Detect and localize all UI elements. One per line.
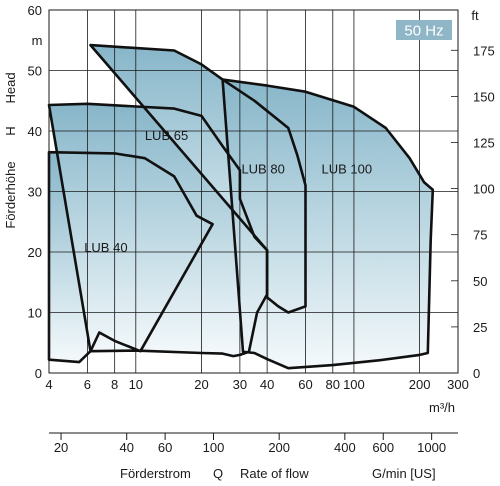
pump-curves: LUB 40 LUB 65 LUB 80 LUB 100 bbox=[47, 43, 435, 370]
label-lub-65: LUB 65 bbox=[145, 128, 188, 143]
curve-lub-80 bbox=[89, 43, 307, 314]
footer-foerderstrom: Förderstrom bbox=[120, 466, 191, 481]
x-tick-60: 60 bbox=[298, 377, 312, 392]
x-tick-300: 300 bbox=[447, 377, 469, 392]
x-tick-200: 200 bbox=[409, 377, 431, 392]
y-right-tick-100: 100 bbox=[473, 182, 495, 197]
sec-tick-200: 200 bbox=[268, 440, 290, 455]
y-left-tick-40: 40 bbox=[28, 124, 42, 139]
y-right-tick-125: 125 bbox=[473, 135, 495, 150]
tick-labels: 4 6 8 10 20 30 40 60 80 100 200 3000102030405060025… bbox=[28, 3, 495, 392]
sec-tick-100: 100 bbox=[203, 440, 225, 455]
sec-tick-600: 600 bbox=[372, 440, 394, 455]
y-left-tick-30: 30 bbox=[28, 185, 42, 200]
label-lub-40: LUB 40 bbox=[84, 240, 127, 255]
footer-q: Q bbox=[213, 466, 223, 481]
label-lub-80: LUB 80 bbox=[241, 161, 284, 176]
label-lub-100: LUB 100 bbox=[321, 161, 372, 176]
y-right-tick-50: 50 bbox=[473, 274, 487, 289]
grid bbox=[49, 10, 458, 373]
x-tick-6: 6 bbox=[84, 377, 91, 392]
y-title-head: Head bbox=[3, 72, 18, 103]
x-tick-80: 80 bbox=[326, 377, 340, 392]
y-right-tick-175: 175 bbox=[473, 43, 495, 58]
y-title-foerderhoehe: Förderhöhe bbox=[3, 161, 18, 228]
y-left-tick-0: 0 bbox=[35, 366, 42, 381]
y-left-unit: m bbox=[32, 33, 43, 48]
x-unit: m³/h bbox=[429, 400, 455, 415]
sec-tick-40: 40 bbox=[119, 440, 133, 455]
x-tick-4: 4 bbox=[45, 377, 52, 392]
secondary-axis: 20 40 60 100 200 400 600 1000 bbox=[54, 433, 446, 455]
frequency-badge-text: 50 Hz bbox=[404, 23, 443, 40]
y-left-tick-20: 20 bbox=[28, 245, 42, 260]
y-right-tick-150: 150 bbox=[473, 89, 495, 104]
sec-tick-400: 400 bbox=[334, 440, 356, 455]
sec-tick-1000: 1000 bbox=[417, 440, 446, 455]
y-left-tick-10: 10 bbox=[28, 306, 42, 321]
x-tick-100: 100 bbox=[343, 377, 365, 392]
y-title-h: H bbox=[3, 126, 18, 135]
y-left-tick-50: 50 bbox=[28, 64, 42, 79]
area-lub-100 bbox=[222, 79, 433, 369]
curve-lub-100 bbox=[221, 78, 435, 370]
y-right-tick-0: 0 bbox=[473, 366, 480, 381]
y-right-tick-25: 25 bbox=[473, 320, 487, 335]
sec-tick-60: 60 bbox=[158, 440, 172, 455]
y-right-tick-75: 75 bbox=[473, 228, 487, 243]
y-right-unit: ft bbox=[471, 8, 479, 23]
frequency-badge bbox=[396, 20, 452, 40]
footer-gpm-unit: G/min [US] bbox=[372, 466, 436, 481]
x-tick-8: 8 bbox=[111, 377, 118, 392]
x-tick-30: 30 bbox=[233, 377, 247, 392]
x-tick-40: 40 bbox=[260, 377, 274, 392]
sec-tick-20: 20 bbox=[54, 440, 68, 455]
y-left-tick-60: 60 bbox=[28, 3, 42, 18]
covered-range-area bbox=[49, 45, 433, 369]
x-tick-20: 20 bbox=[194, 377, 208, 392]
footer-rate-of-flow: Rate of flow bbox=[240, 466, 309, 481]
plot-frame bbox=[48, 9, 459, 374]
x-tick-10: 10 bbox=[129, 377, 143, 392]
